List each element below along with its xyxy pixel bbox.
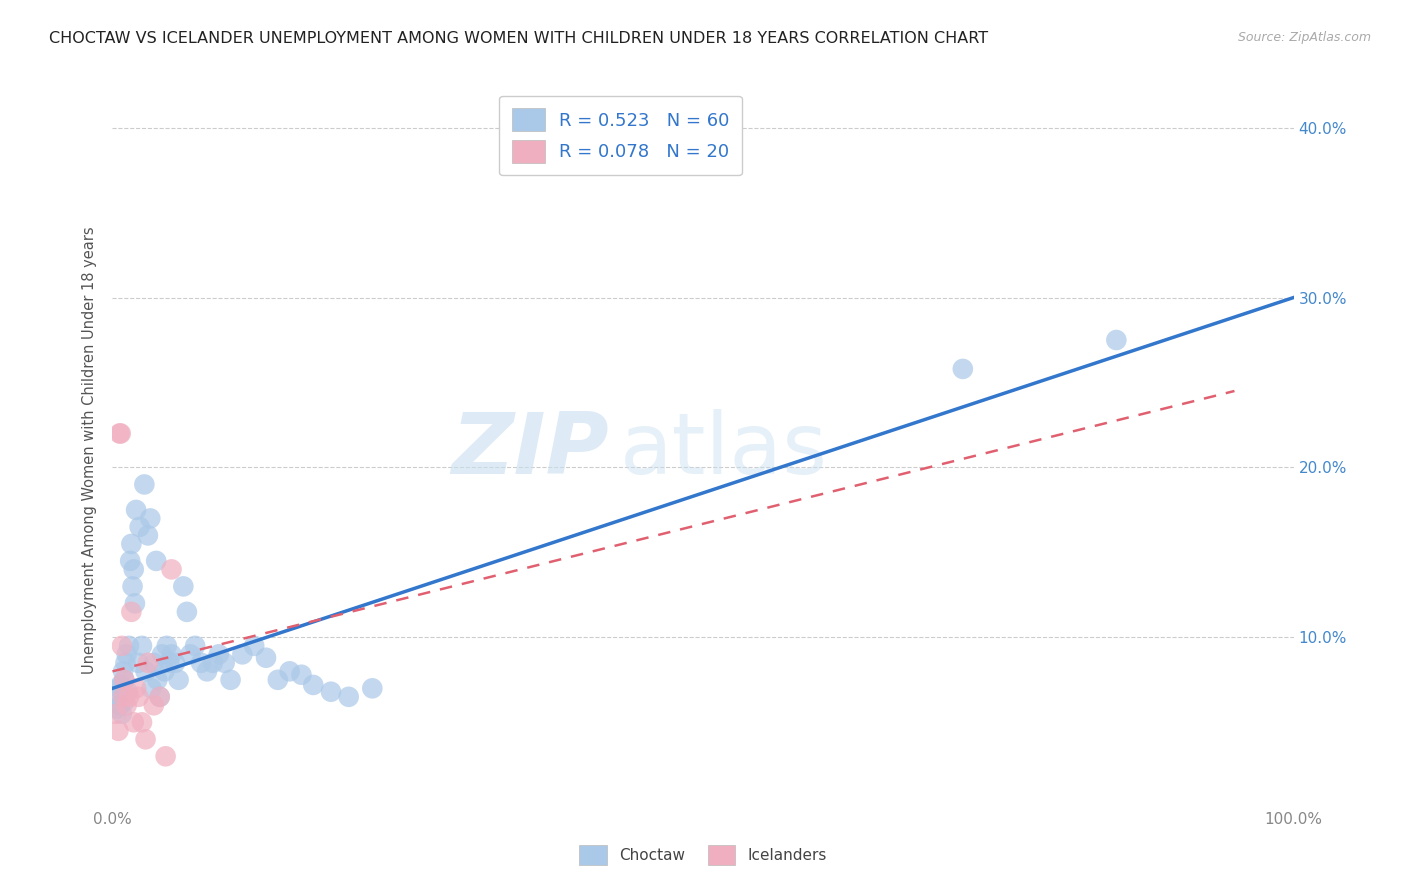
- Point: [146, 673, 169, 687]
- Point: [105, 690, 128, 704]
- Point: [208, 648, 231, 662]
- Point: [120, 605, 142, 619]
- Point: [108, 426, 131, 441]
- Point: [112, 695, 135, 709]
- Point: [134, 477, 156, 491]
- Point: [150, 648, 173, 662]
- Point: [131, 639, 153, 653]
- Point: [361, 681, 384, 696]
- Point: [117, 684, 139, 698]
- Point: [108, 698, 131, 713]
- Point: [302, 678, 325, 692]
- Point: [160, 562, 183, 576]
- Point: [165, 656, 187, 670]
- Point: [149, 690, 172, 704]
- Point: [124, 596, 146, 610]
- Point: [122, 715, 145, 730]
- Point: [120, 537, 142, 551]
- Point: [136, 528, 159, 542]
- Point: [145, 554, 167, 568]
- Y-axis label: Unemployment Among Women with Children Under 18 years: Unemployment Among Women with Children U…: [82, 227, 97, 674]
- Legend: Choctaw, Icelanders: Choctaw, Icelanders: [574, 839, 832, 871]
- Point: [160, 648, 183, 662]
- Point: [267, 673, 290, 687]
- Point: [131, 715, 153, 730]
- Point: [127, 656, 149, 670]
- Point: [127, 690, 149, 704]
- Point: [112, 690, 135, 704]
- Point: [176, 605, 198, 619]
- Point: [125, 503, 148, 517]
- Text: Source: ZipAtlas.com: Source: ZipAtlas.com: [1237, 31, 1371, 45]
- Point: [122, 562, 145, 576]
- Point: [219, 673, 242, 687]
- Point: [167, 673, 190, 687]
- Point: [111, 706, 134, 721]
- Point: [112, 673, 135, 687]
- Point: [142, 698, 165, 713]
- Point: [105, 706, 128, 721]
- Point: [184, 639, 207, 653]
- Point: [118, 690, 141, 704]
- Point: [142, 656, 165, 670]
- Point: [231, 648, 253, 662]
- Point: [337, 690, 360, 704]
- Point: [243, 639, 266, 653]
- Point: [110, 678, 132, 692]
- Point: [121, 579, 143, 593]
- Point: [112, 673, 135, 687]
- Point: [319, 684, 342, 698]
- Point: [1105, 333, 1128, 347]
- Point: [157, 656, 180, 670]
- Point: [214, 656, 236, 670]
- Point: [125, 681, 148, 696]
- Point: [290, 667, 312, 681]
- Point: [105, 702, 128, 716]
- Text: CHOCTAW VS ICELANDER UNEMPLOYMENT AMONG WOMEN WITH CHILDREN UNDER 18 YEARS CORRE: CHOCTAW VS ICELANDER UNEMPLOYMENT AMONG …: [49, 31, 988, 46]
- Point: [149, 690, 172, 704]
- Point: [155, 749, 177, 764]
- Point: [107, 681, 129, 696]
- Point: [179, 648, 201, 662]
- Point: [136, 656, 159, 670]
- Text: atlas: atlas: [620, 409, 828, 492]
- Point: [135, 665, 157, 679]
- Point: [107, 723, 129, 738]
- Point: [111, 639, 134, 653]
- Point: [139, 511, 162, 525]
- Point: [118, 639, 141, 653]
- Point: [115, 648, 138, 662]
- Text: ZIP: ZIP: [451, 409, 609, 492]
- Point: [115, 698, 138, 713]
- Point: [254, 650, 277, 665]
- Point: [110, 426, 132, 441]
- Point: [201, 656, 224, 670]
- Point: [195, 665, 218, 679]
- Point: [156, 639, 179, 653]
- Point: [120, 554, 142, 568]
- Point: [172, 579, 194, 593]
- Point: [190, 656, 212, 670]
- Point: [114, 656, 136, 670]
- Point: [112, 665, 135, 679]
- Point: [278, 665, 301, 679]
- Point: [141, 681, 163, 696]
- Point: [128, 520, 150, 534]
- Point: [135, 732, 157, 747]
- Point: [153, 665, 176, 679]
- Point: [952, 362, 974, 376]
